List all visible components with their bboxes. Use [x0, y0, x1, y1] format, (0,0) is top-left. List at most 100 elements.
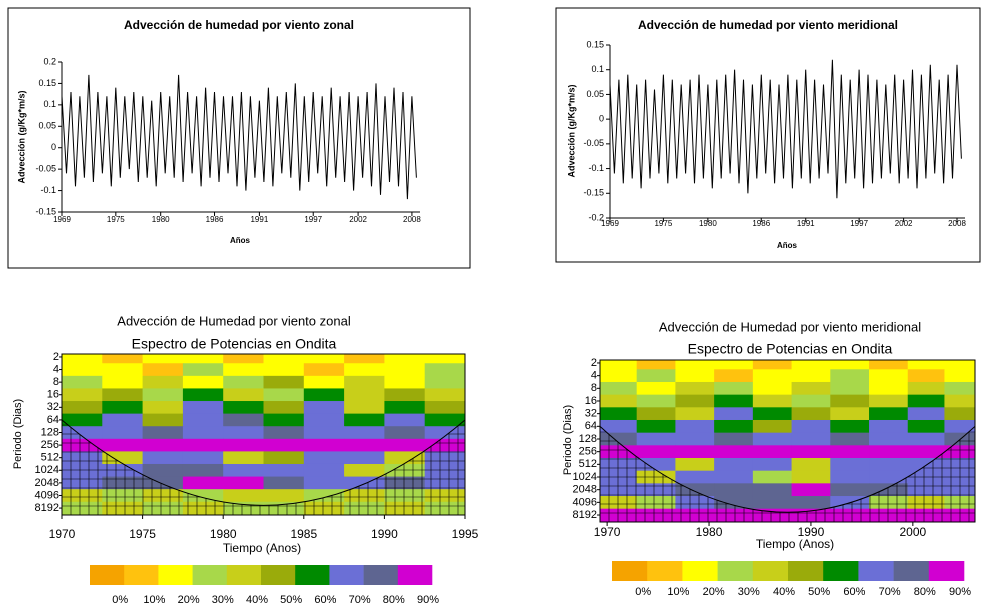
heat-cell: [102, 426, 144, 440]
heat-cell: [714, 369, 754, 383]
heat-cell: [675, 470, 715, 484]
heat-cell: [907, 407, 945, 421]
x-tick-label: 1997: [304, 215, 322, 224]
heat-cell: [384, 438, 426, 452]
heat-cell: [62, 388, 103, 402]
x-tick-label: 1990: [371, 527, 398, 541]
colorbar-swatch: [752, 561, 789, 581]
heat-cell: [62, 476, 103, 490]
heat-cell: [675, 381, 715, 396]
x-tick-label: 1986: [752, 219, 770, 228]
heat-cell: [600, 496, 638, 510]
heat-cell: [62, 354, 103, 364]
y-tick-label: -0.15: [35, 206, 56, 216]
heat-cell: [944, 407, 976, 421]
heat-cell: [303, 426, 345, 440]
heat-cell: [102, 363, 144, 377]
chart-subtitle: Espectro de Potencias en Ondita: [132, 336, 337, 352]
x-tick-label: 1980: [699, 219, 717, 228]
y-tick-label: 4096: [573, 496, 597, 508]
y-tick-label: -0.2: [588, 212, 604, 222]
y-tick-label: 4: [591, 370, 597, 382]
heat-cell: [344, 363, 385, 377]
colorbar-swatch: [893, 561, 930, 581]
heat-cell: [263, 388, 305, 402]
heat-cell: [263, 426, 305, 440]
series-line: [61, 74, 417, 200]
y-tick-label: 256: [579, 446, 597, 458]
heat-cell: [223, 375, 264, 389]
colorbar-swatch: [124, 565, 159, 585]
heat-cell: [263, 438, 305, 452]
heat-cell: [424, 438, 466, 452]
heat-cell: [714, 470, 754, 484]
y-tick-label: 1024: [35, 464, 59, 476]
heat-cell: [142, 413, 184, 427]
heat-cell: [303, 501, 345, 515]
heat-cell: [62, 463, 103, 478]
y-tick-label: 1024: [573, 471, 597, 483]
heat-cell: [869, 445, 909, 459]
heat-cell: [384, 426, 426, 440]
colorbar-label: 20%: [178, 594, 200, 606]
heat-cell: [791, 445, 831, 459]
heat-cell: [907, 360, 945, 370]
colorbar-swatch: [928, 561, 965, 581]
heat-cell: [636, 432, 676, 446]
heat-cell: [752, 458, 793, 472]
heat-cell: [830, 360, 870, 370]
y-tick-label: 0: [599, 114, 604, 124]
heat-cell: [182, 426, 224, 440]
heat-cell: [636, 508, 676, 522]
heat-cell: [223, 451, 264, 465]
colorbar-label: 30%: [212, 594, 234, 606]
heat-cell: [907, 508, 945, 522]
heat-cell: [636, 496, 676, 510]
heat-cell: [752, 419, 793, 434]
heat-cell: [830, 369, 870, 383]
colorbar-swatch: [858, 561, 894, 581]
heat-cell: [600, 360, 638, 370]
heat-cell: [62, 363, 103, 377]
heat-cell: [344, 451, 385, 465]
heat-cell: [102, 463, 144, 478]
heat-cell: [907, 419, 945, 434]
colorbar-label: 10%: [667, 586, 689, 598]
y-tick-label: 8192: [35, 502, 59, 514]
heat-cell: [182, 451, 224, 465]
heat-cell: [263, 401, 305, 415]
heat-cell: [223, 489, 264, 503]
heat-cell: [714, 458, 754, 472]
y-tick-label: 2: [53, 351, 59, 363]
heat-cell: [636, 419, 676, 434]
colorbar-label: 60%: [314, 594, 336, 606]
heat-cell: [869, 381, 909, 396]
heat-cell: [791, 458, 831, 472]
heat-cell: [102, 476, 144, 490]
y-tick-label: 2048: [573, 484, 597, 496]
heat-cell: [869, 458, 909, 472]
chart-frame: [555, 7, 981, 263]
heat-cell: [600, 508, 638, 522]
heat-cell: [102, 501, 144, 515]
colorbar-swatch: [823, 561, 859, 581]
heat-cell: [263, 363, 305, 377]
y-tick-label: -0.05: [35, 164, 56, 174]
heat-cell: [102, 451, 144, 465]
heat-cell: [344, 463, 385, 478]
heat-cell: [791, 381, 831, 396]
heat-cell: [907, 496, 945, 510]
heat-cell: [223, 363, 264, 377]
heat-cell: [62, 401, 103, 415]
heat-cell: [384, 354, 426, 364]
heat-cell: [600, 458, 638, 472]
colorbar-label: 30%: [738, 586, 760, 598]
x-tick-label: 1970: [594, 525, 621, 539]
heat-cell: [752, 394, 793, 408]
colorbar-label: 50%: [808, 586, 830, 598]
y-tick-label: 0.1: [43, 99, 56, 109]
y-tick-label: 256: [41, 439, 59, 451]
heat-cell: [142, 388, 184, 402]
heat-cell: [830, 470, 870, 484]
